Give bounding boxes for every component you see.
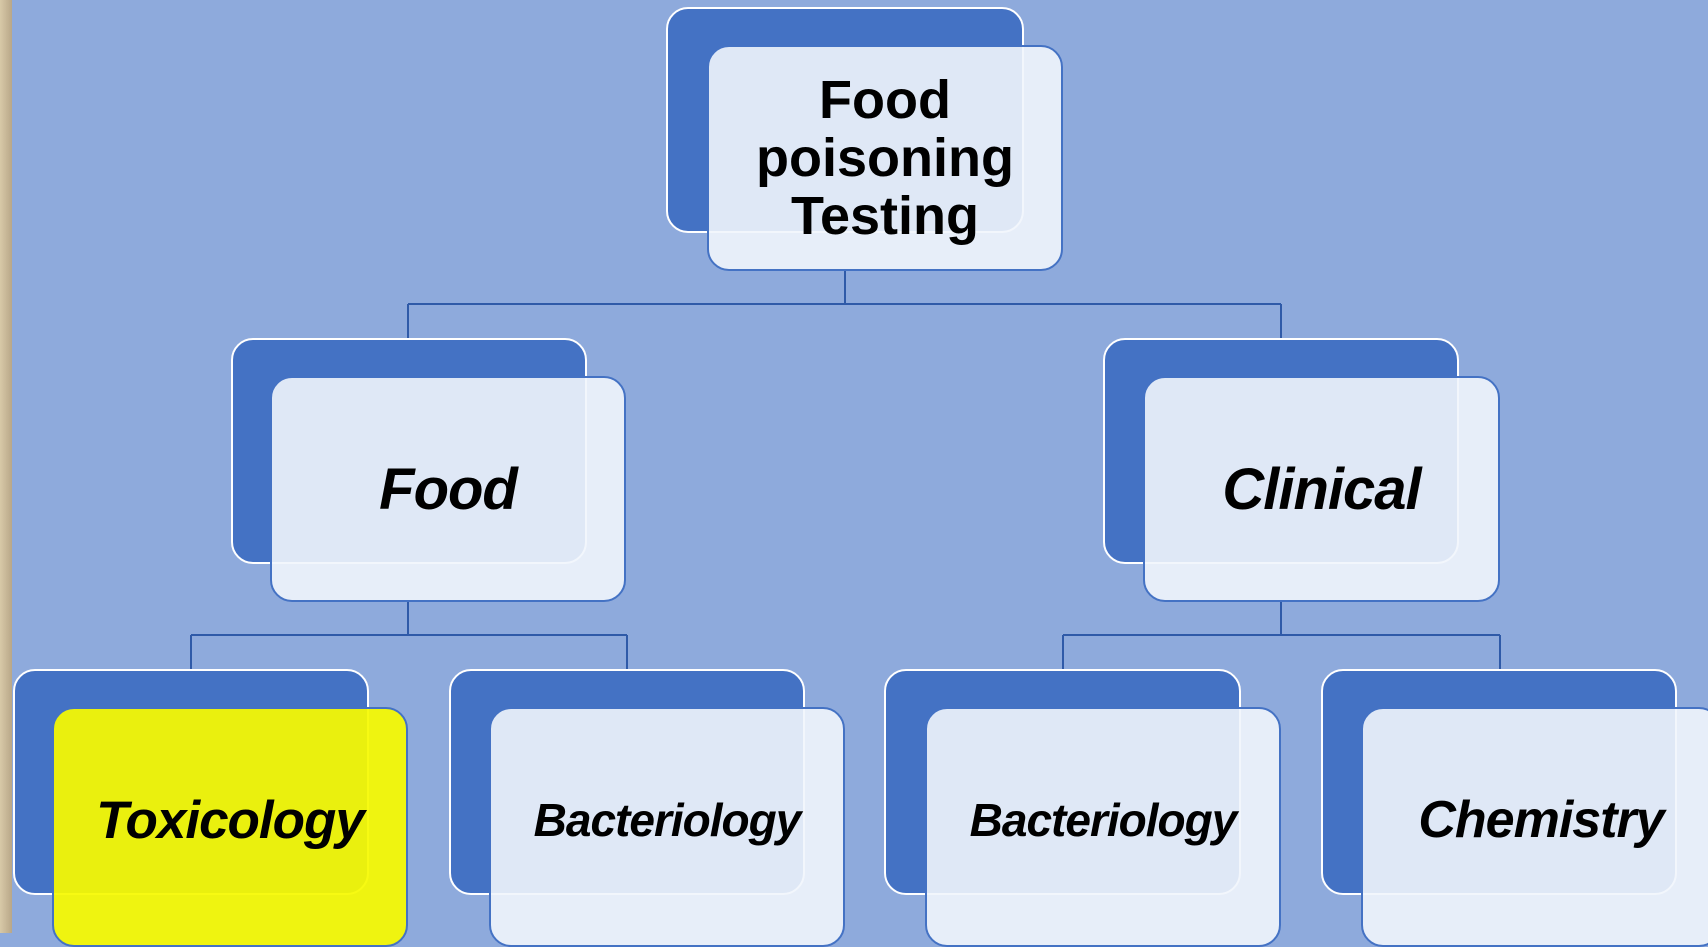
connector — [407, 270, 1282, 338]
background-strip — [0, 0, 12, 933]
node: Clinical — [1143, 376, 1500, 602]
node: Toxicology — [52, 707, 408, 947]
node: Food — [270, 376, 626, 602]
node: Chemistry — [1361, 707, 1708, 947]
node: Bacteriology — [925, 707, 1281, 947]
connector — [1062, 601, 1501, 669]
connector — [190, 601, 628, 669]
node: Bacteriology — [489, 707, 845, 947]
root-node: Food poisoning Testing — [707, 45, 1063, 271]
